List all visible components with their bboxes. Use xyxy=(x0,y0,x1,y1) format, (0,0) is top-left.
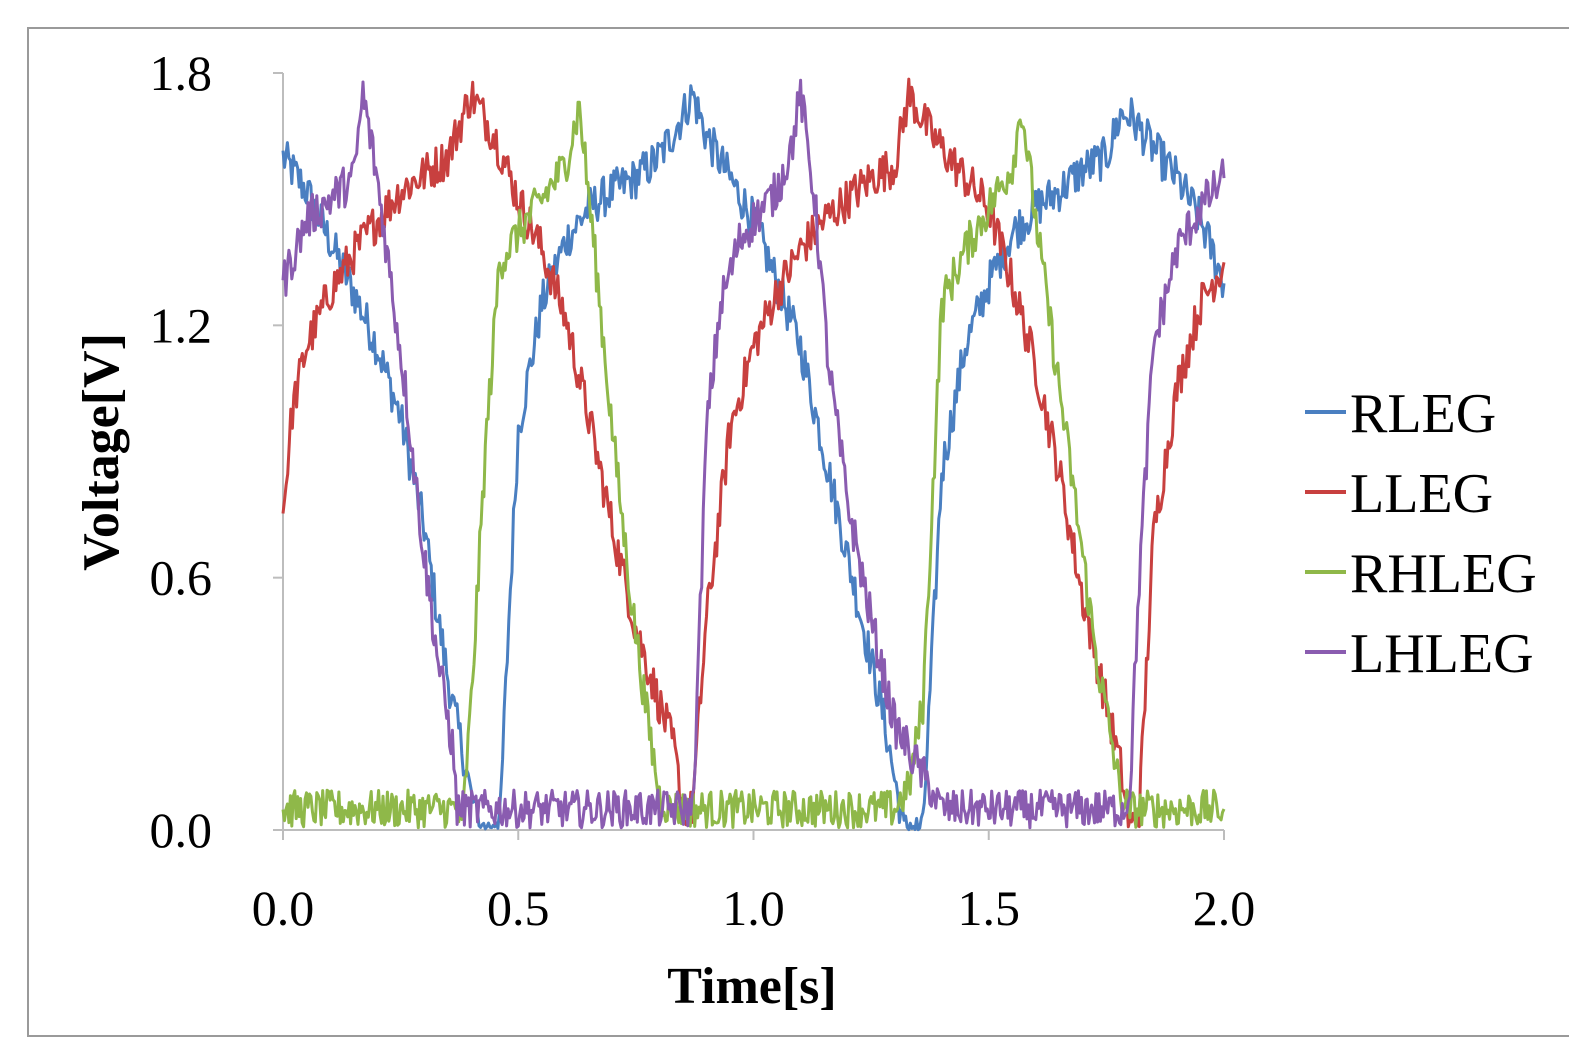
legend-label-lhleg: LHLEG xyxy=(1350,623,1534,685)
y-tick-label: 1.8 xyxy=(150,45,213,101)
y-tick-label: 1.2 xyxy=(150,297,213,353)
x-tick-label: 1.0 xyxy=(722,880,785,936)
series-line-lhleg xyxy=(281,78,1226,830)
tick-labels: 0.0 0.5 1.0 1.5 2.0 0.0 0.6 1.2 1.8 xyxy=(150,45,1256,936)
x-tick-label: 0.0 xyxy=(252,880,315,936)
x-tick-label: 1.5 xyxy=(958,880,1021,936)
series-line-rhleg xyxy=(281,100,1226,830)
y-tick-label: 0.0 xyxy=(150,802,213,858)
series-layer xyxy=(281,77,1226,832)
series-line-rleg xyxy=(281,84,1226,832)
legend-label-lleg: LLEG xyxy=(1350,463,1493,525)
axes xyxy=(273,72,1225,840)
y-tick-label: 0.6 xyxy=(150,550,213,606)
y-axis-title: Voltage[V] xyxy=(73,333,130,571)
legend-label-rleg: RLEG xyxy=(1350,383,1496,445)
legend: RLEG LLEG RHLEG LHLEG xyxy=(1305,383,1537,685)
x-axis-title: Time[s] xyxy=(667,958,836,1015)
legend-label-rhleg: RHLEG xyxy=(1350,543,1537,605)
x-tick-label: 0.5 xyxy=(487,880,550,936)
series-line-lleg xyxy=(281,77,1226,829)
x-tick-label: 2.0 xyxy=(1193,880,1256,936)
